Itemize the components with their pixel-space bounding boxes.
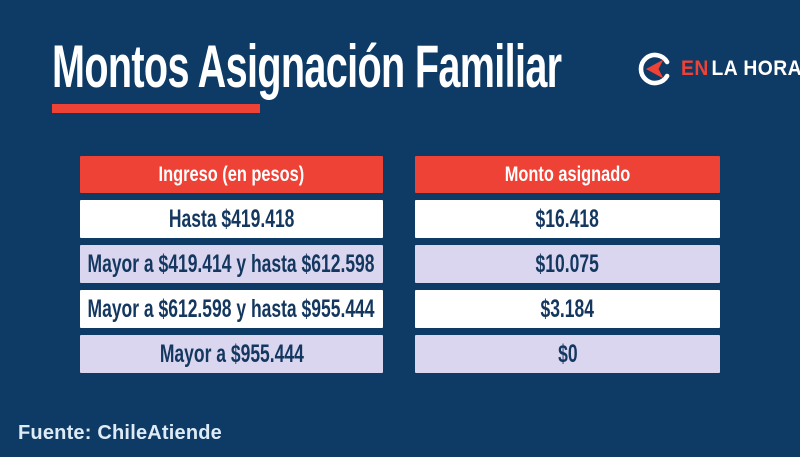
cell-text: Mayor a $955.444 (159, 339, 304, 368)
brand-name-lahora: LA HORA (711, 57, 800, 80)
cell-text: $16.418 (535, 204, 600, 233)
table-cell-monto-4: $0 (415, 335, 720, 373)
clock-back-arrow-icon (638, 52, 670, 86)
source-caption-text: Fuente: ChileAtiende (18, 422, 223, 444)
table-cell-ingreso-1: Hasta $419.418 (80, 200, 383, 238)
brand-name: EN LA HORA (681, 51, 800, 87)
amount-column: Monto asignado $16.418 $10.075 $3.184 $0 (415, 156, 720, 373)
source-caption: Fuente: ChileAtiende (18, 421, 222, 445)
column-header-monto-label: Monto asignado (504, 162, 631, 186)
income-column: Ingreso (en pesos) Hasta $419.418 Mayor … (80, 156, 383, 373)
cell-text: $3.184 (540, 294, 595, 323)
cell-text: $10.075 (535, 249, 600, 278)
cell-text: $0 (557, 339, 578, 368)
cell-text: Hasta $419.418 (168, 204, 295, 233)
page-title: Montos Asignación Familiar (52, 37, 800, 97)
table-cell-ingreso-3: Mayor a $612.598 y hasta $955.444 (80, 290, 383, 328)
column-header-ingreso-label: Ingreso (en pesos) (158, 162, 305, 186)
brand-name-en: EN (681, 57, 709, 80)
table-cell-monto-3: $3.184 (415, 290, 720, 328)
table-cell-ingreso-4: Mayor a $955.444 (80, 335, 383, 373)
table-cell-monto-1: $16.418 (415, 200, 720, 238)
table-cell-monto-2: $10.075 (415, 245, 720, 283)
column-header-ingreso: Ingreso (en pesos) (80, 156, 383, 193)
table-cell-ingreso-2: Mayor a $419.414 y hasta $612.598 (80, 245, 383, 283)
title-underline (52, 104, 260, 113)
brand-logo: EN LA HORA (638, 51, 800, 87)
column-header-monto: Monto asignado (415, 156, 720, 193)
page-title-text: Montos Asignación Familiar (52, 33, 562, 100)
cell-text: Mayor a $419.414 y hasta $612.598 (87, 249, 376, 278)
cell-text: Mayor a $612.598 y hasta $955.444 (87, 294, 376, 323)
